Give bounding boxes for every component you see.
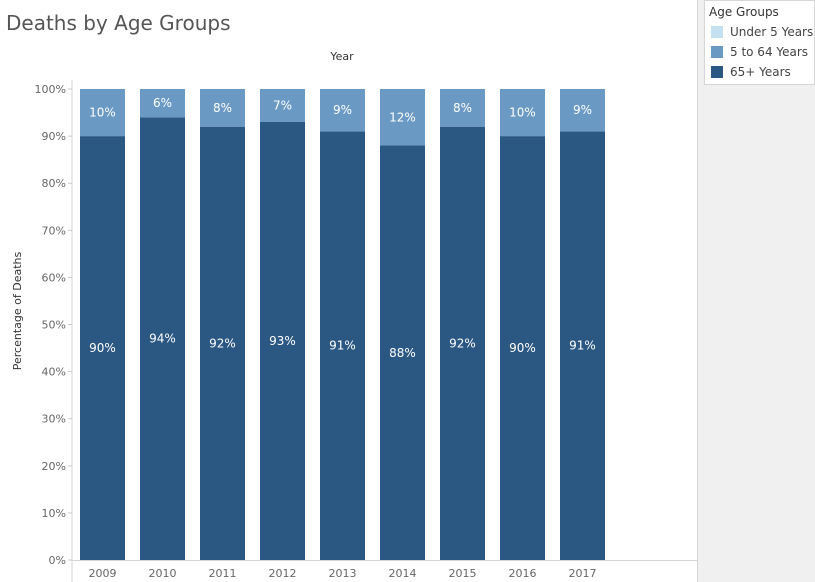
x-tick-label: 2015 — [449, 567, 477, 580]
y-tick-label: 20% — [42, 460, 66, 473]
y-tick-label: 100% — [35, 83, 66, 96]
y-tick-label: 50% — [42, 319, 66, 332]
data-label: 92% — [449, 336, 476, 350]
legend-title: Age Groups — [709, 5, 779, 19]
data-label: 90% — [89, 341, 116, 355]
legend-swatch-5-to-64 — [711, 46, 723, 58]
data-label: 10% — [89, 106, 116, 120]
x-tick-label: 2011 — [209, 567, 237, 580]
bar-segment-65-years — [200, 126, 245, 561]
x-tick-label: 2016 — [509, 567, 537, 580]
y-tick-label: 10% — [42, 507, 66, 520]
bar-segment-5-to-64-years — [440, 89, 485, 127]
data-label: 8% — [213, 101, 232, 115]
bar-segment-65-years — [80, 136, 125, 560]
y-tick-label: 80% — [42, 177, 66, 190]
y-tick-label: 40% — [42, 366, 66, 379]
data-label: 93% — [269, 334, 296, 348]
bar-segment-5-to-64-years — [560, 89, 605, 132]
legend-swatch-65-plus — [711, 66, 723, 78]
chart-title: Deaths by Age Groups — [6, 11, 231, 35]
y-tick-label: 60% — [42, 271, 66, 284]
legend-swatch-under-5 — [711, 26, 723, 38]
x-tick-label: 2014 — [389, 567, 417, 580]
y-tick-label: 90% — [42, 130, 66, 143]
data-label: 8% — [453, 101, 472, 115]
bar-segment-65-years — [440, 126, 485, 561]
bar-segment-5-to-64-years — [200, 89, 245, 127]
data-label: 10% — [509, 106, 536, 120]
legend-panel — [697, 0, 815, 582]
y-axis-title: Percentage of Deaths — [11, 252, 24, 371]
y-tick-label: 70% — [42, 224, 66, 237]
legend-label-under-5: Under 5 Years — [730, 25, 814, 39]
bar-segment-65-years — [140, 117, 185, 560]
bar-segment-65-years — [500, 136, 545, 560]
y-tick-label: 0% — [49, 554, 66, 567]
stacked-bar-chart: 0% 10% 20% 30% 40% 50% 60% 70% 80% 90% 100% Year Per… — [11, 50, 697, 582]
data-label: 91% — [569, 339, 596, 353]
data-label: 88% — [389, 346, 416, 360]
data-label: 91% — [329, 339, 356, 353]
legend-label-65-plus: 65+ Years — [730, 65, 791, 79]
data-label: 94% — [149, 332, 176, 346]
bar-segment-65-years — [260, 121, 305, 560]
x-tick-label: 2010 — [149, 567, 177, 580]
bar-segment-5-to-64-years — [260, 89, 305, 122]
x-tick-label: 2017 — [569, 567, 597, 580]
bar-segment-5-to-64-years — [380, 89, 425, 146]
data-label: 9% — [573, 103, 592, 117]
data-label: 9% — [333, 103, 352, 117]
bar-segment-65-years — [560, 131, 605, 560]
x-tick-label: 2013 — [329, 567, 357, 580]
data-label: 6% — [153, 96, 172, 110]
x-tick-label: 2012 — [269, 567, 297, 580]
data-label: 12% — [389, 110, 416, 124]
bar-segment-5-to-64-years — [80, 89, 125, 137]
x-axis-title: Year — [329, 50, 354, 63]
bar-segment-5-to-64-years — [500, 89, 545, 137]
bar-segment-65-years — [380, 145, 425, 560]
legend-label-5-to-64: 5 to 64 Years — [730, 45, 809, 59]
data-label: 90% — [509, 341, 536, 355]
y-tick-label: 30% — [42, 413, 66, 426]
data-label: 92% — [209, 336, 236, 350]
data-label: 7% — [273, 98, 292, 112]
legend: Age Groups Under 5 Years 5 to 64 Years 6… — [704, 0, 815, 85]
bar-segment-5-to-64-years — [140, 89, 185, 118]
bar-segment-65-years — [320, 131, 365, 560]
bar-segment-5-to-64-years — [320, 89, 365, 132]
x-tick-label: 2009 — [89, 567, 117, 580]
